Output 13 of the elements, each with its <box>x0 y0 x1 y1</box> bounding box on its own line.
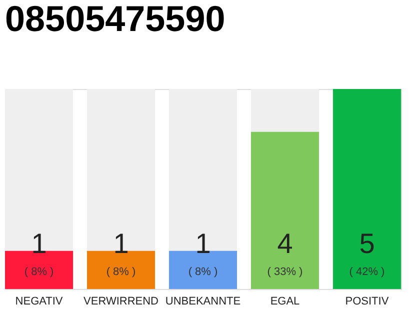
x-tick-label: POSITIV <box>345 296 390 308</box>
data-label: ( 8% ) <box>188 266 218 278</box>
chart-title: 08505475590 <box>5 0 226 39</box>
annotation: 4 <box>277 228 293 259</box>
data-label: ( 33% ) <box>267 266 303 278</box>
data-label: ( 8% ) <box>106 266 136 278</box>
x-tick-label: NEGATIV <box>15 296 64 308</box>
annotation: 5 <box>359 228 375 259</box>
x-tick-label: EGAL <box>270 296 300 308</box>
data-label: ( 8% ) <box>24 266 54 278</box>
x-tick-label: UNBEKANNTE <box>165 296 241 308</box>
x-tick-label: VERWIRREND <box>84 296 159 308</box>
data-label: ( 42% ) <box>349 266 385 278</box>
